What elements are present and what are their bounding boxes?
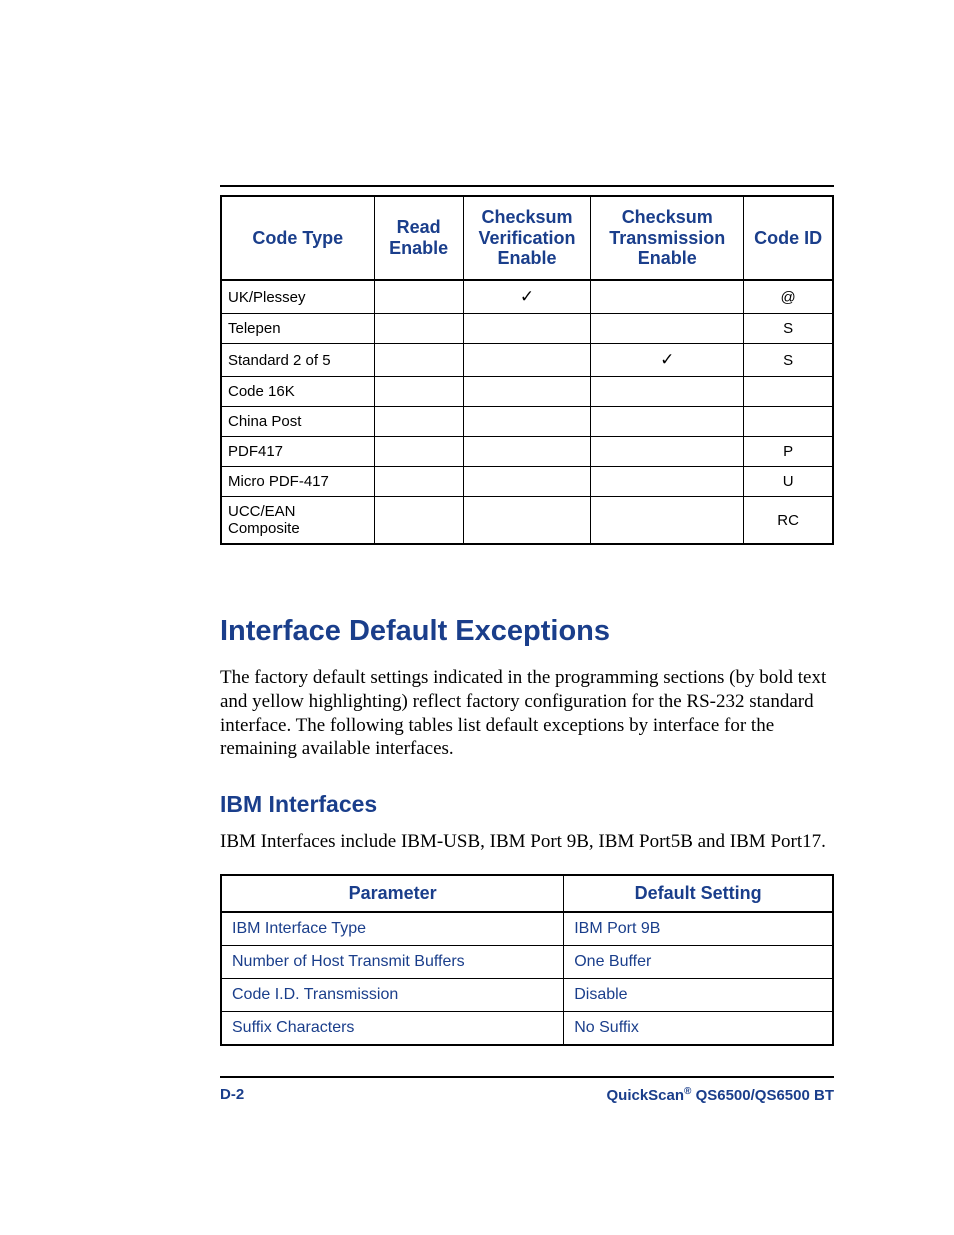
cell-read-enable [374, 377, 463, 407]
th-code-type: Code Type [221, 196, 374, 280]
footer-right-suffix: QS6500/QS6500 BT [691, 1087, 834, 1104]
code-type-table: Code Type Read Enable Checksum Verificat… [220, 195, 834, 545]
cell-chk-ver [463, 314, 590, 344]
cell-read-enable [374, 467, 463, 497]
section-paragraph: The factory default settings indicated i… [220, 666, 834, 761]
cell-parameter: IBM Interface Type [221, 912, 564, 946]
table-row: Number of Host Transmit Buffers One Buff… [221, 945, 833, 978]
cell-read-enable [374, 280, 463, 314]
cell-chk-ver [463, 467, 590, 497]
cell-chk-tx [591, 280, 744, 314]
cell-chk-tx [591, 497, 744, 545]
cell-chk-tx [591, 377, 744, 407]
th-default-setting: Default Setting [564, 875, 833, 912]
cell-code-type: China Post [221, 407, 374, 437]
cell-chk-tx [591, 407, 744, 437]
table-row: China Post [221, 407, 833, 437]
cell-code-type: Code 16K [221, 377, 374, 407]
table-row: Standard 2 of 5 ✓ S [221, 344, 833, 377]
section-heading: Interface Default Exceptions [220, 615, 834, 648]
cell-code-type: Standard 2 of 5 [221, 344, 374, 377]
th-code-id: Code ID [744, 196, 833, 280]
page-footer: D-2 QuickScan® QS6500/QS6500 BT [220, 1086, 834, 1104]
table-row: Suffix Characters No Suffix [221, 1011, 833, 1045]
cell-default: Disable [564, 978, 833, 1011]
cell-default: One Buffer [564, 945, 833, 978]
bottom-rule [220, 1076, 834, 1078]
table-row: IBM Interface Type IBM Port 9B [221, 912, 833, 946]
cell-code-id [744, 377, 833, 407]
table2-header-row: Parameter Default Setting [221, 875, 833, 912]
footer-page-number: D-2 [220, 1086, 244, 1104]
cell-read-enable [374, 344, 463, 377]
top-rule [220, 185, 834, 187]
cell-chk-ver: ✓ [463, 280, 590, 314]
cell-default: No Suffix [564, 1011, 833, 1045]
cell-chk-tx: ✓ [591, 344, 744, 377]
cell-read-enable [374, 497, 463, 545]
cell-chk-ver [463, 344, 590, 377]
cell-code-type: PDF417 [221, 437, 374, 467]
cell-code-type: Micro PDF-417 [221, 467, 374, 497]
th-parameter: Parameter [221, 875, 564, 912]
cell-read-enable [374, 407, 463, 437]
cell-code-id: U [744, 467, 833, 497]
cell-default: IBM Port 9B [564, 912, 833, 946]
cell-parameter: Suffix Characters [221, 1011, 564, 1045]
subsection-paragraph: IBM Interfaces include IBM-USB, IBM Port… [220, 830, 834, 854]
cell-code-id [744, 407, 833, 437]
cell-parameter: Code I.D. Transmission [221, 978, 564, 1011]
cell-chk-ver [463, 377, 590, 407]
cell-chk-ver [463, 407, 590, 437]
table-row: PDF417 P [221, 437, 833, 467]
table-row: Code 16K [221, 377, 833, 407]
cell-chk-ver [463, 437, 590, 467]
cell-code-id: S [744, 344, 833, 377]
table-row: Micro PDF-417 U [221, 467, 833, 497]
table-row: UK/Plessey ✓ @ [221, 280, 833, 314]
ibm-interfaces-table: Parameter Default Setting IBM Interface … [220, 874, 834, 1046]
cell-read-enable [374, 437, 463, 467]
subsection-heading: IBM Interfaces [220, 791, 834, 818]
footer-right-prefix: QuickScan [606, 1087, 684, 1104]
cell-code-type: UK/Plessey [221, 280, 374, 314]
cell-chk-tx [591, 467, 744, 497]
cell-code-type: UCC/EAN Composite [221, 497, 374, 545]
cell-read-enable [374, 314, 463, 344]
cell-chk-tx [591, 314, 744, 344]
th-checksum-transmission: Checksum Transmission Enable [591, 196, 744, 280]
cell-code-id: P [744, 437, 833, 467]
th-read-enable: Read Enable [374, 196, 463, 280]
footer-product-name: QuickScan® QS6500/QS6500 BT [606, 1086, 834, 1104]
cell-parameter: Number of Host Transmit Buffers [221, 945, 564, 978]
cell-chk-tx [591, 437, 744, 467]
table1-header-row: Code Type Read Enable Checksum Verificat… [221, 196, 833, 280]
cell-code-id: @ [744, 280, 833, 314]
cell-code-id: S [744, 314, 833, 344]
cell-code-id: RC [744, 497, 833, 545]
table-row: UCC/EAN Composite RC [221, 497, 833, 545]
th-checksum-verification: Checksum Verification Enable [463, 196, 590, 280]
cell-chk-ver [463, 497, 590, 545]
table-row: Telepen S [221, 314, 833, 344]
table-row: Code I.D. Transmission Disable [221, 978, 833, 1011]
cell-code-type: Telepen [221, 314, 374, 344]
